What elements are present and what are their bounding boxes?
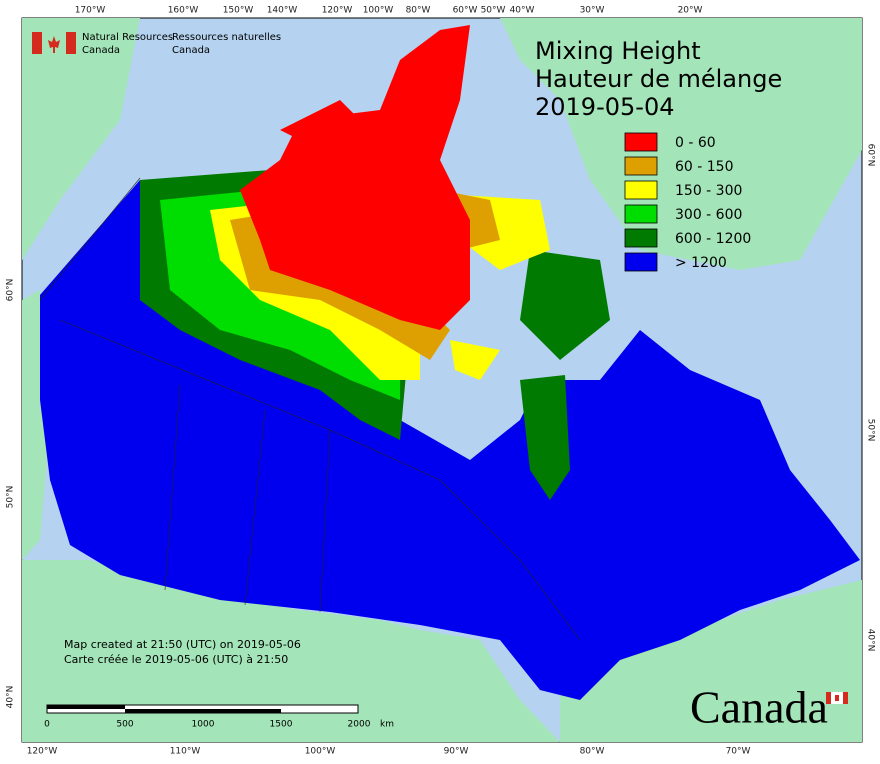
province-borders [39,177,581,641]
top-label: 30°W [580,6,605,16]
scale-tick-label: 0 [44,720,50,730]
top-label: 60°W [453,6,478,16]
legend-swatch [624,180,658,200]
agency-en: Canada [82,45,120,56]
mixing-height-zones [40,25,860,700]
legend-swatch [624,132,658,152]
legend-label: 60 - 150 [675,159,734,175]
top-label: 80°W [406,6,431,16]
bottom-label: 90°W [444,747,469,757]
right-label: 60°N [866,144,876,167]
scale-tick-label: 1000 [192,720,215,730]
legend-label: > 1200 [675,255,727,271]
agency-fr: Canada [172,45,210,56]
left-label: 60°N [6,279,16,302]
title-date: 2019-05-04 [535,93,674,121]
top-label: 100°W [363,6,394,16]
top-label: 150°W [223,6,254,16]
scale-unit: km [380,720,394,730]
legend-swatch [624,252,658,272]
top-label: 120°W [322,6,353,16]
title: Mixing Height [535,37,701,65]
agency-fr: Ressources naturelles [172,32,281,43]
credit: Carte créée le 2019-05-06 (UTC) à 21:50 [64,653,288,666]
top-label: 160°W [168,6,199,16]
agency-en: Natural Resources [82,32,173,43]
bottom-label: 120°W [27,747,58,757]
left-label: 40°N [6,686,16,709]
top-label: 50°W [481,6,506,16]
legend-swatch [624,156,658,176]
legend-label: 150 - 300 [675,183,742,199]
right-label: 40°N [866,629,876,652]
legend-label: 600 - 1200 [675,231,751,247]
legend: 0 - 60 60 - 150 150 - 300 300 - 600 600 - 12… [624,132,751,272]
scale-tick-label: 1500 [270,720,293,730]
credit: Map created at 21:50 (UTC) on 2019-05-06 [64,638,301,651]
scale-tick-label: 500 [116,720,133,730]
wordmark: Canada [690,682,828,733]
legend-swatch [624,204,658,224]
legend-label: 0 - 60 [675,135,716,151]
top-label: 20°W [678,6,703,16]
title: Hauteur de mélange [535,65,782,93]
bottom-label: 80°W [580,747,605,757]
bottom-label: 100°W [305,747,336,757]
scale-tick-label: 2000 [348,720,371,730]
graticule-labels: 170°W 160°W 150°W 140°W 120°W 100°W 80°W 60°W 50… [6,6,876,757]
scale-bar: 0 500 1000 1500 2000 km [44,704,394,730]
bottom-label: 70°W [726,747,751,757]
legend-label: 300 - 600 [675,207,742,223]
top-label: 40°W [510,6,535,16]
logo [32,32,76,54]
wordmark-flag [826,692,848,704]
bottom-label: 110°W [170,747,201,757]
top-label: 170°W [75,6,106,16]
legend-swatch [624,228,658,248]
left-label: 50°N [6,486,16,509]
right-label: 50°N [866,419,876,442]
top-label: 140°W [267,6,298,16]
